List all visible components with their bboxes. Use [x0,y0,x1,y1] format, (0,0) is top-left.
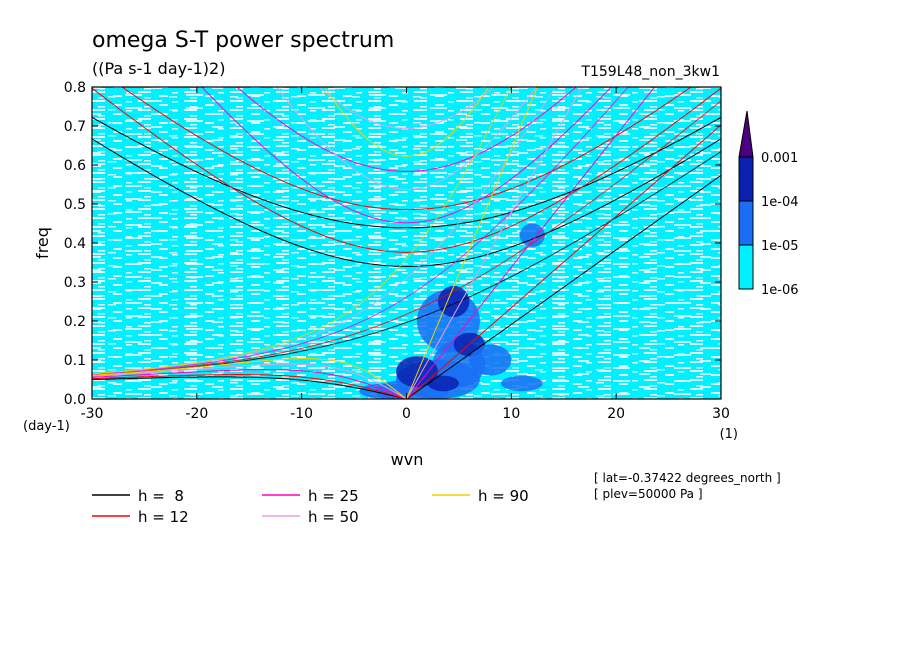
x-tick-label: 20 [607,406,625,422]
x-axis-unit: (1) [720,427,738,442]
x-tick-label: -20 [185,406,208,422]
x-tick-label: -30 [81,406,104,422]
x-axis-label: wvn [391,450,424,469]
power-peak [359,383,412,399]
legend-label: h = 90 [478,487,529,505]
legend-label: h = 25 [308,487,359,505]
colorbar-segment [738,200,754,246]
y-axis-unit: (day-1) [23,419,70,434]
y-tick-label: 0.8 [64,80,86,96]
power-peak [396,356,438,388]
power-peak [427,375,459,392]
colorbar-label: 1e-04 [761,195,799,210]
y-tick-label: 0.4 [64,236,86,252]
colorbar: 0.001 1e-04 1e-05 1e-06 [738,110,799,298]
gravity-curve [235,87,578,172]
kelvin-curve [406,87,656,399]
y-axis-ticks: 0.0 0.1 0.2 0.3 0.4 0.5 0.6 0.7 0.8 [64,80,721,408]
x-tick-label: -10 [290,406,313,422]
power-peak [500,375,543,392]
gravity-curve [92,116,721,229]
gravity-curve [323,87,490,157]
kelvin-curve [406,124,721,399]
colorbar-segment [738,244,754,290]
x-tick-label: 0 [402,406,411,422]
legend-label: h = 8 [138,487,184,505]
x-tick-label: 10 [502,406,520,422]
annotation-plev: [ plev=50000 Pa ] [594,487,703,501]
y-tick-label: 0.2 [64,314,86,330]
run-label: T159L48_non_3kw1 [580,64,720,80]
mrg-curve [92,87,512,375]
y-tick-label: 0.5 [64,197,86,213]
rossby-curve [92,369,407,399]
chart-subtitle: ((Pa s-1 day-1)2) [92,59,225,78]
colorbar-label: 1e-06 [761,283,799,298]
colorbar-label: 1e-05 [761,239,799,254]
rossby-curve [92,358,407,399]
mrg-curve [92,87,629,375]
power-peak [437,285,470,318]
x-axis-ticks: -30 -20 -10 0 10 20 30 [81,87,730,422]
legend-label: h = 50 [308,508,359,526]
kelvin-curve [406,87,538,399]
y-tick-label: 0.6 [64,158,86,174]
gravity-curve [92,87,721,253]
colorbar-segment [738,156,754,202]
dispersion-curves [92,87,721,399]
rossby-curve [92,376,407,399]
gravity-curve [201,87,612,224]
colorbar-extend-triangle [738,110,754,158]
y-tick-label: 0.3 [64,275,86,291]
legend-label: h = 12 [138,508,189,526]
legend: h = 8 h = 12 h = 25 h = 50 h = 90 [92,487,529,526]
gravity-curve [318,87,495,129]
y-tick-label: 0.7 [64,119,86,135]
power-peak [469,344,512,376]
gravity-curve [275,87,538,190]
spectrum-noise-2 [92,87,721,399]
colorbar-label: 0.001 [761,151,798,166]
mrg-curve [92,100,721,376]
y-tick-label: 0.0 [64,392,86,408]
mrg-curve [92,87,557,375]
y-tick-label: 0.1 [64,353,86,369]
rossby-curve [92,363,407,399]
x-tick-label: 30 [712,406,730,422]
kelvin-curve [406,174,721,399]
gravity-curve [92,138,721,267]
y-axis-label: freq [33,227,52,259]
plot-area [91,86,722,400]
chart-title: omega S-T power spectrum [92,28,394,53]
rossby-curve [92,374,407,399]
annotation-lat: [ lat=-0.37422 degrees_north ] [594,471,781,485]
kelvin-curve [406,87,583,399]
